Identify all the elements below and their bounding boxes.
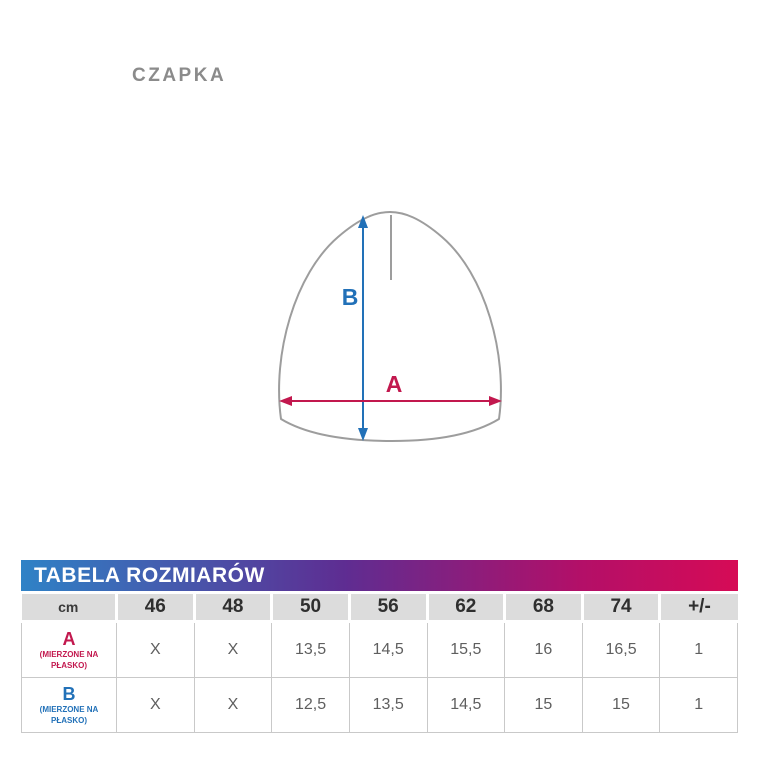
hat-outline bbox=[278, 211, 502, 442]
row-a-value: 14,5 bbox=[348, 621, 428, 678]
height-arrow-head-top bbox=[358, 215, 368, 228]
height-arrow-head-bottom bbox=[358, 428, 368, 441]
size-column-header: 62 bbox=[425, 592, 507, 623]
size-column-header: 56 bbox=[347, 592, 429, 623]
row-a-value: 13,5 bbox=[271, 621, 350, 678]
width-label: A bbox=[386, 371, 403, 397]
hat-measurement-diagram: B A bbox=[278, 211, 502, 442]
measurement-row-b: B (MIERZONE NA PŁASKO) X X 12,5 13,5 14,… bbox=[21, 677, 738, 733]
row-b-value: 12,5 bbox=[271, 677, 350, 733]
row-b-value: X bbox=[193, 677, 273, 733]
row-b-tolerance: 1 bbox=[659, 677, 738, 733]
row-b-label-cell: B (MIERZONE NA PŁASKO) bbox=[21, 677, 117, 733]
row-b-label: B bbox=[62, 683, 76, 704]
height-label: B bbox=[342, 284, 359, 310]
page-title: CZAPKA bbox=[132, 65, 227, 86]
row-a-value: 16 bbox=[504, 621, 583, 678]
row-a-label-cell: A (MIERZONE NA PŁASKO) bbox=[21, 621, 117, 678]
width-arrow-head-left bbox=[279, 396, 292, 406]
size-column-header: 50 bbox=[270, 592, 351, 623]
size-table-title: TABELA ROZMIARÓW bbox=[21, 560, 738, 591]
size-table-section: TABELA ROZMIARÓW cm 46 48 50 56 62 68 74… bbox=[21, 560, 738, 733]
row-a-value: X bbox=[193, 621, 273, 678]
size-column-header: 74 bbox=[580, 592, 662, 623]
row-a-value: 15,5 bbox=[426, 621, 506, 678]
row-a-value: 16,5 bbox=[581, 621, 661, 678]
row-b-value: 15 bbox=[504, 677, 583, 733]
row-b-value: 13,5 bbox=[348, 677, 428, 733]
measurement-row-a: A (MIERZONE NA PŁASKO) X X 13,5 14,5 15,… bbox=[21, 621, 738, 678]
row-a-label: A bbox=[62, 628, 76, 649]
row-b-value: 15 bbox=[581, 677, 661, 733]
row-b-sublabel: (MIERZONE NA PŁASKO) bbox=[39, 705, 99, 725]
row-a-value: X bbox=[116, 621, 195, 678]
size-column-header: 46 bbox=[115, 592, 196, 623]
row-a-sublabel: (MIERZONE NA PŁASKO) bbox=[39, 650, 99, 670]
tolerance-column-header: +/- bbox=[658, 592, 738, 623]
width-measure-arrow bbox=[279, 396, 502, 406]
height-measure-arrow bbox=[358, 215, 368, 441]
width-arrow-head-right bbox=[489, 396, 502, 406]
row-b-value: X bbox=[116, 677, 195, 733]
row-b-value: 14,5 bbox=[426, 677, 506, 733]
unit-header-cell: cm bbox=[21, 592, 118, 623]
size-table: cm 46 48 50 56 62 68 74 +/- A (MIERZONE … bbox=[21, 592, 738, 733]
row-a-tolerance: 1 bbox=[659, 621, 738, 678]
size-column-header: 48 bbox=[192, 592, 274, 623]
size-column-header: 68 bbox=[503, 592, 584, 623]
size-table-header-row: cm 46 48 50 56 62 68 74 +/- bbox=[21, 592, 738, 623]
